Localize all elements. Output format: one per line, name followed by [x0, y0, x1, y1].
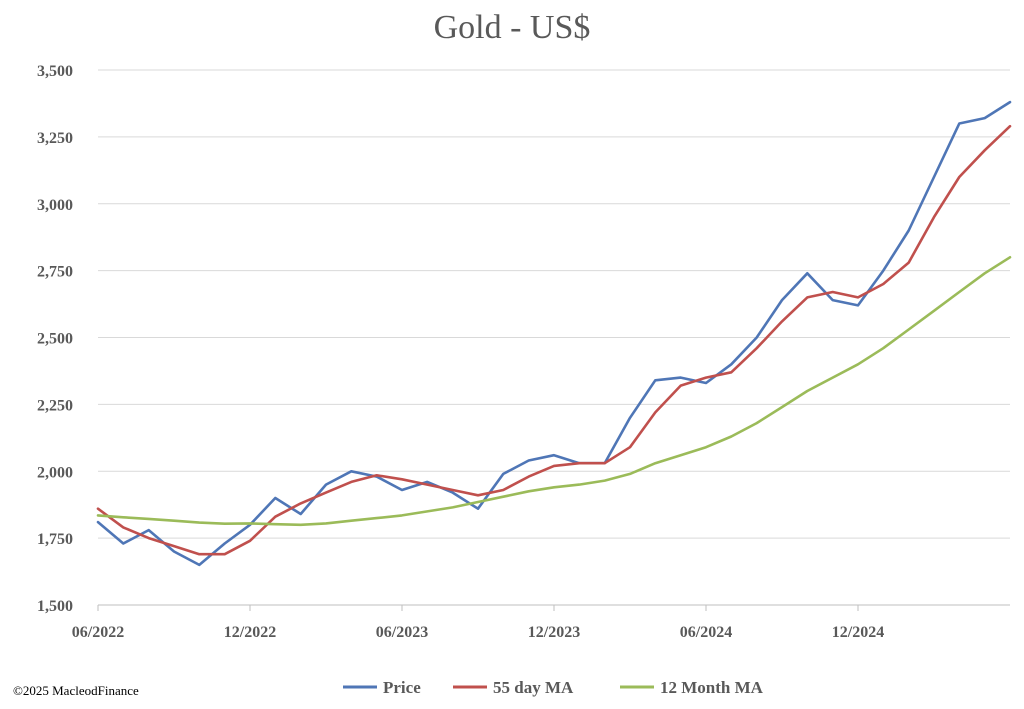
- y-tick-label: 2,250: [37, 397, 73, 414]
- y-tick-label: 2,750: [37, 264, 73, 281]
- series-line-12-month-ma: [96, 255, 1012, 527]
- x-tick-label: 06/2024: [680, 624, 732, 641]
- y-tick-label: 3,500: [37, 63, 73, 80]
- y-tick-label: 2,000: [37, 464, 73, 481]
- x-tick-label: 12/2022: [224, 624, 276, 641]
- legend-label: 12 Month MA: [660, 678, 764, 697]
- y-tick-label: 2,500: [37, 331, 73, 348]
- y-tick-label: 1,500: [37, 598, 73, 615]
- series-line-price: [96, 100, 1012, 567]
- y-tick-label: 3,250: [37, 130, 73, 147]
- copyright-text: ©2025 MacleodFinance: [13, 683, 139, 698]
- x-tick-label: 06/2022: [72, 624, 124, 641]
- legend-label: Price: [383, 678, 421, 697]
- series-line-55-day-ma: [96, 124, 1012, 556]
- legend-label: 55 day MA: [493, 678, 574, 697]
- y-tick-label: 1,750: [37, 531, 73, 548]
- chart-title: Gold - US$: [434, 9, 591, 46]
- y-tick-label: 3,000: [37, 197, 73, 214]
- x-tick-label: 12/2023: [528, 624, 580, 641]
- x-tick-label: 06/2023: [376, 624, 428, 641]
- x-tick-label: 12/2024: [832, 624, 884, 641]
